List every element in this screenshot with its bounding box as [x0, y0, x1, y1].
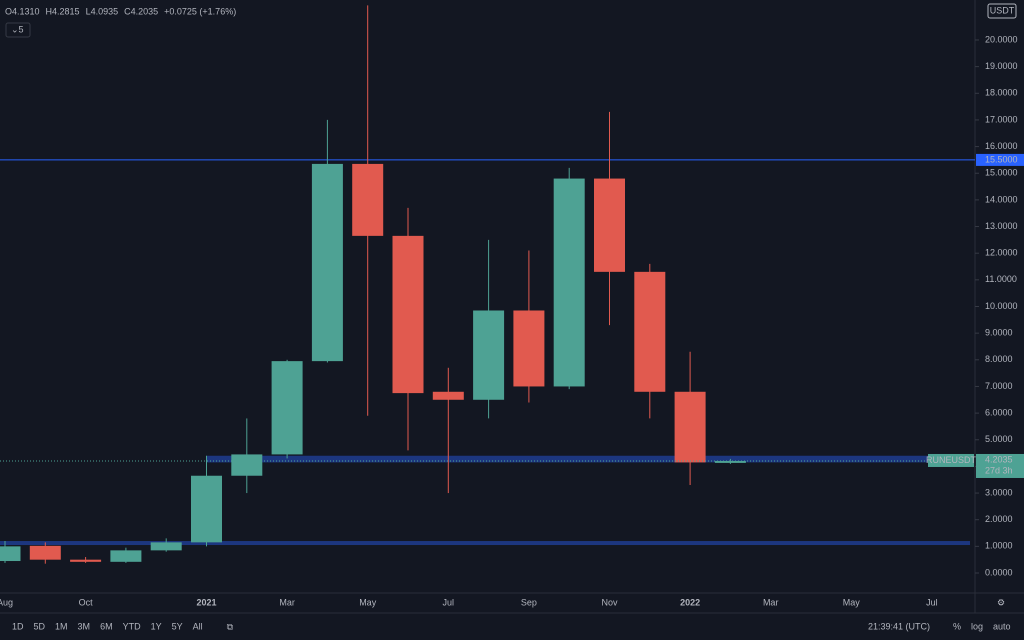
candle-body: [392, 235, 424, 394]
x-tick-label: Jul: [443, 597, 455, 607]
x-tick-label: Sep: [521, 597, 537, 607]
y-tick-label: 1.0000: [985, 541, 1013, 551]
y-tick-label: 19.0000: [985, 61, 1018, 71]
candle-body: [674, 391, 706, 463]
candle-body: [311, 163, 343, 362]
option-button[interactable]: log: [971, 621, 983, 631]
level-label-bg: [976, 153, 1024, 166]
range-button[interactable]: All: [193, 621, 203, 631]
x-tick-label: May: [359, 597, 377, 607]
candle-body: [0, 546, 21, 562]
y-tick-label: 18.0000: [985, 88, 1018, 98]
candle-body: [714, 460, 746, 463]
y-tick-label: 11.0000: [985, 274, 1017, 284]
x-tick-label: Mar: [279, 597, 295, 607]
chevron: ⌄: [11, 24, 19, 34]
x-tick-label: Jul: [926, 597, 938, 607]
x-tick-label: Nov: [601, 597, 618, 607]
settings-icon[interactable]: ⚙: [997, 597, 1005, 607]
zone: [206, 455, 970, 463]
candle-body: [553, 178, 585, 387]
calendar-icon: ⧉: [227, 621, 234, 631]
candle-body: [634, 271, 666, 392]
y-tick-label: 3.0000: [985, 487, 1013, 497]
y-tick-label: 12.0000: [985, 248, 1018, 258]
candle-body: [271, 361, 303, 455]
countdown: 27d 3h: [985, 465, 1013, 475]
candle-body: [432, 391, 464, 400]
option-button[interactable]: auto: [993, 621, 1011, 631]
range-button[interactable]: 6M: [100, 621, 113, 631]
level-label: 15.5000: [985, 154, 1018, 164]
ohlc-value: O4.1310: [5, 6, 40, 16]
candle-body: [473, 310, 505, 400]
ohlc-value: +0.0725 (+1.76%): [164, 6, 236, 16]
y-tick-label: 2.0000: [985, 514, 1013, 524]
range-button[interactable]: YTD: [123, 621, 142, 631]
candle-body: [110, 550, 142, 562]
ohlc-value: L4.0935: [86, 6, 119, 16]
y-tick-label: 13.0000: [985, 221, 1018, 231]
candle-body: [352, 163, 384, 236]
y-tick-label: 9.0000: [985, 328, 1013, 338]
interval-badge[interactable]: [5, 22, 31, 38]
candle-body: [594, 178, 625, 272]
symbol-label: RUNEUSDT: [926, 455, 977, 465]
y-tick-label: 7.0000: [985, 381, 1013, 391]
ohlc-value: H4.2815: [46, 6, 80, 16]
range-button[interactable]: 5Y: [172, 621, 183, 631]
candle-body: [191, 475, 222, 543]
candle-body: [231, 454, 263, 476]
y-tick-label: 15.0000: [985, 168, 1018, 178]
y-tick-label: 10.0000: [985, 301, 1018, 311]
candle-body: [513, 310, 545, 387]
symbol-label-bg: [928, 453, 974, 467]
x-tick-label: 2021: [196, 597, 216, 607]
candle-body: [29, 545, 61, 560]
x-tick-label: 2022: [680, 597, 700, 607]
y-tick-label: 5.0000: [985, 434, 1013, 444]
last-price-label: 4.2035: [985, 454, 1013, 464]
currency-box: [987, 3, 1017, 19]
last-price-bg: [976, 453, 1024, 478]
candle-body: [150, 542, 182, 551]
range-button[interactable]: 3M: [78, 621, 91, 631]
option-button[interactable]: %: [953, 621, 961, 631]
x-tick-label: May: [843, 597, 861, 607]
x-tick-label: Oct: [79, 597, 94, 607]
candle-body: [70, 559, 102, 562]
y-tick-label: 16.0000: [985, 141, 1018, 151]
y-tick-label: 8.0000: [985, 354, 1013, 364]
x-tick-label: Mar: [763, 597, 779, 607]
y-tick-label: 0.0000: [985, 567, 1013, 577]
interval: 5: [18, 24, 23, 34]
y-tick-label: 20.0000: [985, 34, 1018, 44]
range-button[interactable]: 1D: [12, 621, 24, 631]
x-tick-label: Aug: [0, 597, 13, 607]
y-tick-label: 17.0000: [985, 114, 1018, 124]
currency: USDT: [990, 5, 1015, 15]
y-tick-label: 14.0000: [985, 194, 1018, 204]
range-button[interactable]: 1Y: [151, 621, 162, 631]
ohlc-value: C4.2035: [124, 6, 158, 16]
range-button[interactable]: 5D: [34, 621, 46, 631]
zone: [0, 541, 970, 546]
y-tick-label: 6.0000: [985, 407, 1013, 417]
clock: 21:39:41 (UTC): [868, 621, 930, 631]
range-button[interactable]: 1M: [55, 621, 68, 631]
